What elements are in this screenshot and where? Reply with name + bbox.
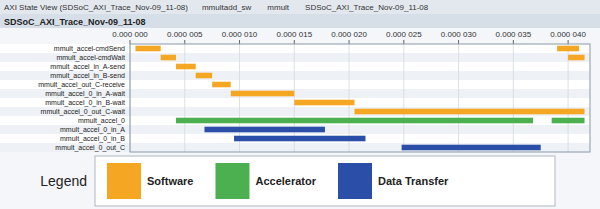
gantt-bar bbox=[568, 55, 584, 61]
row-band bbox=[0, 125, 590, 134]
gantt-bar bbox=[176, 64, 196, 70]
chart: AXI State View (SDSoC_AXI_Trace_Nov-09_1… bbox=[0, 0, 600, 209]
row-band bbox=[0, 98, 590, 107]
tick-label: 0.000 005 bbox=[167, 30, 203, 39]
row-label: mmult_accel-cmdSend bbox=[54, 45, 125, 53]
row-band bbox=[0, 71, 590, 80]
gantt-bar bbox=[176, 118, 533, 124]
row-label: mmult_accel_in_A-send bbox=[50, 63, 125, 71]
legend-label: Software bbox=[147, 175, 193, 187]
row-label: mmult_accel_0_out_C bbox=[55, 144, 125, 152]
title-bar bbox=[0, 14, 600, 28]
legend-swatch bbox=[215, 163, 249, 199]
background bbox=[0, 0, 600, 209]
legend-box bbox=[95, 156, 555, 206]
legend-caption: Legend bbox=[40, 173, 87, 189]
bars bbox=[135, 46, 584, 151]
row-band bbox=[0, 80, 590, 89]
legend-label: Accelerator bbox=[255, 175, 316, 187]
tab-label: SDSoC_AXI_Trace_Nov-09_11-08 bbox=[305, 3, 429, 12]
title: SDSoC_AXI_Trace_Nov-09_11-08 bbox=[4, 17, 146, 27]
tick-mark bbox=[403, 40, 404, 44]
tick-mark bbox=[568, 40, 569, 44]
tick-mark bbox=[184, 40, 185, 44]
gantt-bar bbox=[294, 100, 354, 106]
tick-mark bbox=[349, 40, 350, 44]
tick-label: 0.000 000 bbox=[112, 30, 148, 39]
tick-label: 0.000 015 bbox=[276, 30, 312, 39]
grid-line bbox=[513, 44, 514, 152]
row-band bbox=[0, 53, 590, 62]
tick-label: 0.000 020 bbox=[331, 30, 367, 39]
gantt-bar bbox=[135, 46, 160, 52]
tick-label: 0.000 040 bbox=[550, 30, 586, 39]
gantt-bar bbox=[552, 118, 585, 124]
gantt-bar bbox=[204, 127, 324, 133]
legend-swatch bbox=[107, 163, 141, 199]
gantt-bar bbox=[557, 46, 579, 52]
gantt-bar bbox=[234, 136, 365, 142]
row-band bbox=[0, 107, 590, 116]
tick-mark bbox=[513, 40, 514, 44]
grid-line bbox=[184, 44, 185, 152]
row-band bbox=[0, 134, 590, 143]
subtitle: AXI State View (SDSoC_AXI_Trace_Nov-09_1… bbox=[4, 3, 188, 12]
tick-mark bbox=[130, 40, 131, 44]
gantt-bar bbox=[161, 55, 176, 61]
grid-line bbox=[458, 44, 459, 152]
tick-mark bbox=[239, 40, 240, 44]
plot-frame bbox=[130, 44, 590, 152]
row-label: mmult_accel_0_in_B bbox=[60, 135, 125, 143]
row-band bbox=[0, 89, 590, 98]
gantt-bar bbox=[196, 73, 212, 79]
legend-label: Data Transfer bbox=[378, 175, 449, 187]
toolbar bbox=[0, 0, 600, 14]
row-label: mmult_accel_0_in_A-wait bbox=[45, 90, 125, 98]
tick-label: 0.000 035 bbox=[496, 30, 532, 39]
gantt-bar bbox=[212, 82, 231, 88]
row-band bbox=[0, 143, 590, 152]
row-band bbox=[0, 62, 590, 71]
tick-label: 0.000 030 bbox=[441, 30, 477, 39]
gantt-bar bbox=[355, 109, 585, 115]
row-label: mmult_accel_0 bbox=[78, 117, 125, 125]
row-band bbox=[0, 44, 590, 53]
legend-swatch bbox=[338, 163, 372, 199]
gantt-bar bbox=[402, 145, 541, 151]
tick-mark bbox=[294, 40, 295, 44]
tick-mark bbox=[458, 40, 459, 44]
tab-label: mmult bbox=[267, 3, 290, 12]
row-band bbox=[0, 116, 590, 125]
row-label: mmult_accel_0_in_B-wait bbox=[45, 99, 125, 107]
row-label: mmult_accel_0_in_A bbox=[60, 126, 125, 134]
row-label: mmult_accel_0_out_C-wait bbox=[41, 108, 125, 116]
gantt-bar bbox=[231, 91, 295, 97]
row-label: mmult_accel_out_C-receive bbox=[38, 81, 125, 89]
tick-label: 0.000 025 bbox=[386, 30, 422, 39]
row-label: mmult_accel_in_B-send bbox=[50, 72, 125, 80]
grid-line bbox=[403, 44, 404, 152]
row-label: mmult_accel-cmdWait bbox=[56, 54, 125, 62]
tick-label: 0.000 010 bbox=[222, 30, 258, 39]
tab-label: mmultadd_sw bbox=[202, 3, 252, 12]
